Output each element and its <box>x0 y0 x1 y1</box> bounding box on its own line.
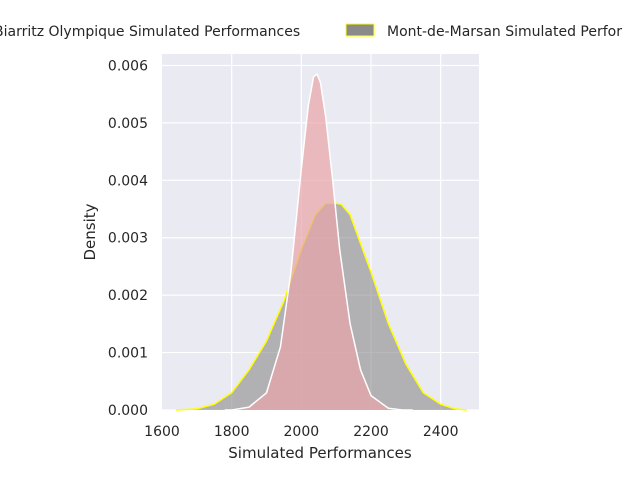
x-tick-label: 1600 <box>144 424 180 440</box>
legend-label-mont-de-marsan: Mont-de-Marsan Simulated Perfor <box>387 24 622 40</box>
x-tick-label: 1800 <box>214 424 250 440</box>
y-tick-label: 0.002 <box>108 288 148 304</box>
x-tick-label: 2200 <box>353 424 389 440</box>
series-area-0 <box>224 74 413 410</box>
y-tick-label: 0.003 <box>108 231 148 247</box>
y-axis-label: Density <box>81 203 99 260</box>
y-tick-label: 0.004 <box>108 173 148 189</box>
y-tick-label: 0.005 <box>108 116 148 132</box>
legend-label-biarritz: Biarritz Olympique Simulated Performance… <box>0 24 300 40</box>
y-tick-label: 0.006 <box>108 58 148 74</box>
legend: Biarritz Olympique Simulated Performance… <box>0 23 622 40</box>
y-axis-ticks: 0.000 0.001 0.002 0.003 0.004 0.005 0.006 <box>108 58 148 419</box>
density-series <box>175 73 467 411</box>
x-axis-ticks: 1600 1800 2000 2200 2400 <box>144 424 458 440</box>
series-line-0 <box>224 73 413 411</box>
y-tick-label: 0.000 <box>108 403 148 419</box>
x-tick-label: 2400 <box>423 424 459 440</box>
x-tick-label: 2000 <box>284 424 320 440</box>
x-axis-label: Simulated Performances <box>228 444 412 462</box>
y-tick-label: 0.001 <box>108 346 148 362</box>
series-line-1 <box>175 202 467 411</box>
legend-swatch-mont-de-marsan <box>345 23 375 37</box>
